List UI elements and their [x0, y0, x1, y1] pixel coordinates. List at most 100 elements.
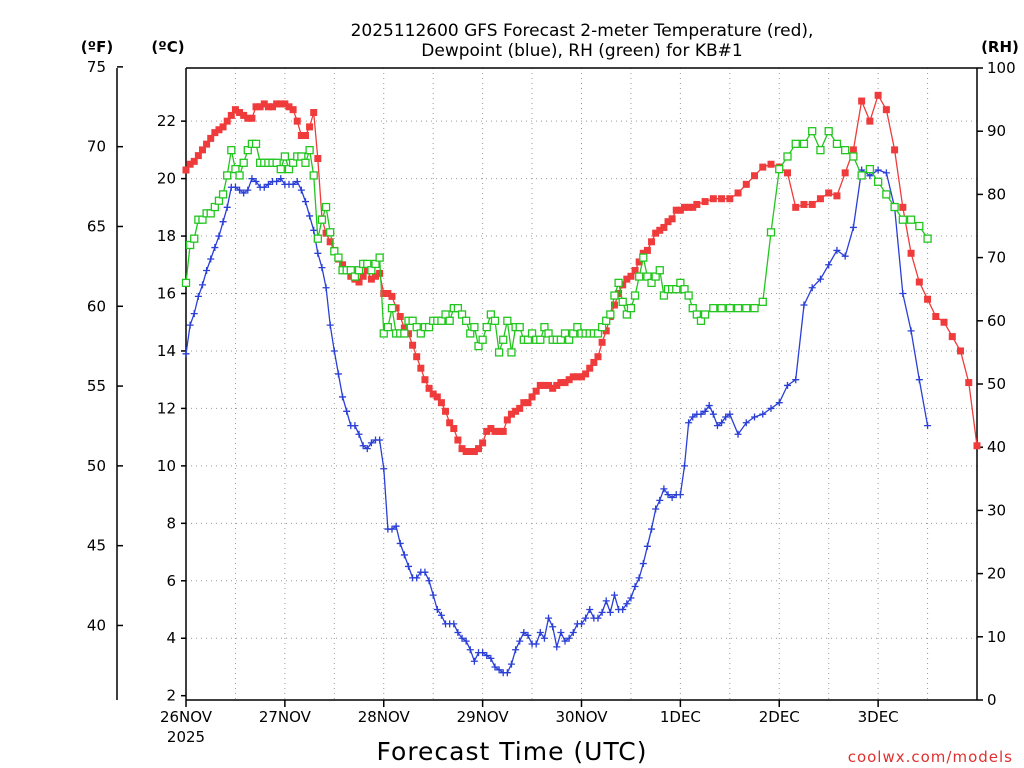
temperature-point [664, 218, 672, 226]
dewpoint-point [392, 522, 400, 530]
rh-point [507, 348, 516, 357]
celsius-tick-label: 20 [157, 170, 176, 188]
rh-point [849, 152, 858, 161]
dewpoint-point [211, 244, 219, 252]
dewpoint-point [297, 186, 305, 194]
rh-point [717, 304, 726, 313]
rh-point [700, 310, 710, 319]
rh-point [313, 234, 322, 243]
temperature-point [269, 103, 277, 111]
rh-point [490, 316, 500, 325]
dewpoint-point [833, 246, 841, 254]
temperature-point [211, 129, 219, 137]
dewpoint-point [244, 186, 252, 194]
rh-point [816, 146, 825, 155]
rh-point [923, 234, 932, 243]
temperature-point [561, 379, 569, 387]
rh-tick-label: 10 [987, 628, 1006, 646]
dewpoint-point [800, 301, 808, 309]
rh-point [841, 146, 850, 155]
dewpoint-point [400, 551, 408, 559]
temperature-point [396, 312, 404, 320]
grid-lines [186, 68, 977, 700]
dewpoint-point [907, 327, 915, 335]
fahrenheit-tick-label: 45 [87, 537, 106, 555]
dewpoint-point [631, 583, 639, 591]
x-tick-label: 30NOV [555, 708, 608, 726]
temperature-point [281, 100, 289, 108]
rh-axis-unit: (RH) [981, 38, 1019, 56]
dewpoint-point [450, 620, 458, 628]
rh-point [725, 304, 734, 313]
rh-point [709, 304, 718, 313]
temperature-point [891, 146, 899, 154]
rh-point [383, 322, 393, 332]
temperature-point [306, 123, 314, 131]
rh-point [375, 253, 384, 262]
dewpoint-point [660, 485, 668, 493]
dewpoint-point [462, 637, 470, 645]
dewpoint-point [359, 442, 367, 450]
dewpoint-point [664, 491, 672, 499]
rh-point [808, 127, 817, 136]
dewpoint-point [899, 290, 907, 298]
temperature-point [648, 238, 656, 246]
dewpoint-point [367, 439, 375, 447]
temperature-point [726, 195, 734, 203]
temperature-point [627, 272, 635, 280]
dewpoint-point [458, 634, 466, 642]
rh-point [494, 348, 504, 357]
rh-point [766, 228, 776, 237]
rh-point [857, 171, 866, 180]
temperature-point [573, 373, 581, 381]
dewpoint-point [849, 223, 857, 231]
dewpoint-point [186, 321, 194, 329]
temperature-point [536, 381, 544, 389]
temperature-point [240, 111, 248, 119]
temperature-point [532, 387, 540, 395]
dewpoint-point [516, 637, 524, 645]
temperature-point [672, 206, 680, 214]
dewpoint-point [680, 462, 688, 470]
temperature-point [252, 103, 260, 111]
temperature-point [742, 180, 750, 188]
temperature-point [660, 223, 668, 231]
rh-point [639, 253, 648, 262]
dewpoint-point [582, 614, 590, 622]
dewpoint-point [273, 177, 281, 185]
celsius-tick-label: 18 [157, 227, 176, 245]
dewpoint-point [380, 465, 388, 473]
temperature-point [866, 117, 874, 125]
temperature-point [231, 106, 239, 114]
credit-text: coolwx.com/models [848, 748, 1013, 766]
dewpoint-point [334, 370, 342, 378]
temperature-point [376, 269, 384, 277]
rh-tick-label: 100 [987, 59, 1016, 77]
dewpoint-point [915, 376, 923, 384]
dewpoint-point [437, 611, 445, 619]
dewpoint-point [808, 284, 816, 292]
rh-tick-label: 80 [987, 185, 1006, 203]
celsius-tick-label: 2 [166, 687, 176, 705]
temperature-point [639, 249, 647, 257]
temperature-point [236, 109, 244, 117]
dewpoint-line [185, 168, 929, 674]
temperature-point [549, 384, 557, 392]
temperature-point [680, 203, 688, 211]
rh-point [305, 146, 314, 155]
dewpoint-point [606, 608, 614, 616]
temperature-point [899, 203, 907, 211]
dewpoint-point [433, 606, 441, 614]
dewpoint-point [545, 614, 553, 622]
dewpoint-point [413, 574, 421, 582]
temperature-point [503, 416, 511, 424]
rh-point [873, 177, 883, 186]
temperature-point [194, 152, 202, 160]
dewpoint-point [231, 183, 239, 191]
dewpoint-point [376, 436, 384, 444]
temperature-point [643, 246, 651, 254]
temperature-point [553, 381, 561, 389]
dewpoint-point [429, 591, 437, 599]
temperature-point [569, 373, 577, 381]
rh-point [799, 139, 809, 148]
